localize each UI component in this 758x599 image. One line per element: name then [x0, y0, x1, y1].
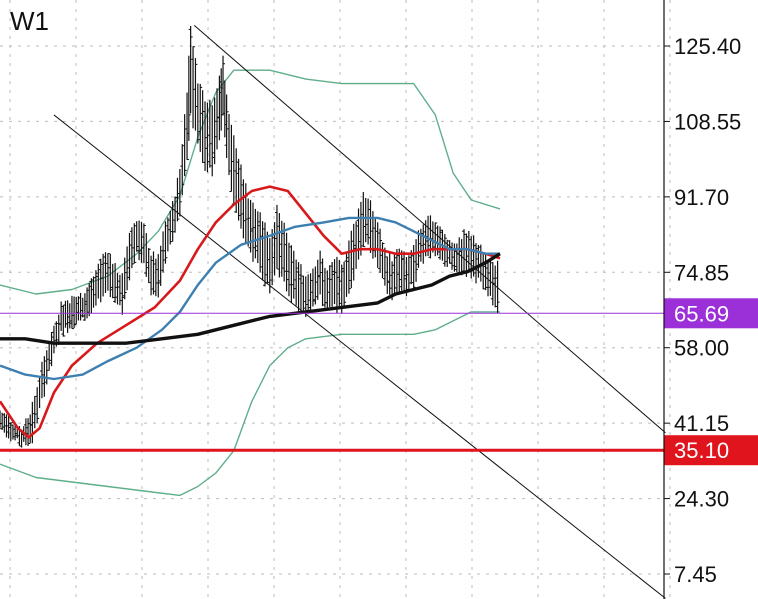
axis-tick-label: 108.55 — [674, 109, 741, 134]
axis-tick-label: 24.30 — [674, 487, 729, 512]
moving-averages — [0, 185, 501, 439]
timeframe-label[interactable]: W1 — [10, 6, 49, 36]
axis-tick-label: 74.85 — [674, 260, 729, 285]
channel-line — [53, 114, 666, 599]
price-axis: 125.40 108.55 91.70 74.85 58.00 41.15 24.30 7.4… — [663, 0, 741, 599]
axis-tick-label: 125.40 — [674, 34, 741, 59]
price-badge-1 — [664, 435, 758, 466]
ma_blue-line — [0, 216, 500, 381]
band_upper-line — [0, 69, 501, 295]
axis-tick-label: 58.00 — [674, 336, 729, 361]
price-lines: 65.69 35.10 — [0, 298, 758, 466]
band_lower-line — [0, 311, 500, 497]
axis-tick-label: 91.70 — [674, 185, 729, 210]
ma_red-line — [0, 185, 501, 439]
price-badge-0 — [664, 298, 758, 329]
price-badge-label-0: 65.69 — [674, 301, 729, 326]
ma_black-line — [0, 252, 501, 345]
axis-tick-label: 41.15 — [674, 411, 729, 436]
axis-tick-label: 7.45 — [674, 562, 717, 587]
bollinger-bands — [0, 69, 501, 497]
price-badge-label-1: 35.10 — [674, 438, 729, 463]
ohlc-bars — [0, 26, 500, 448]
